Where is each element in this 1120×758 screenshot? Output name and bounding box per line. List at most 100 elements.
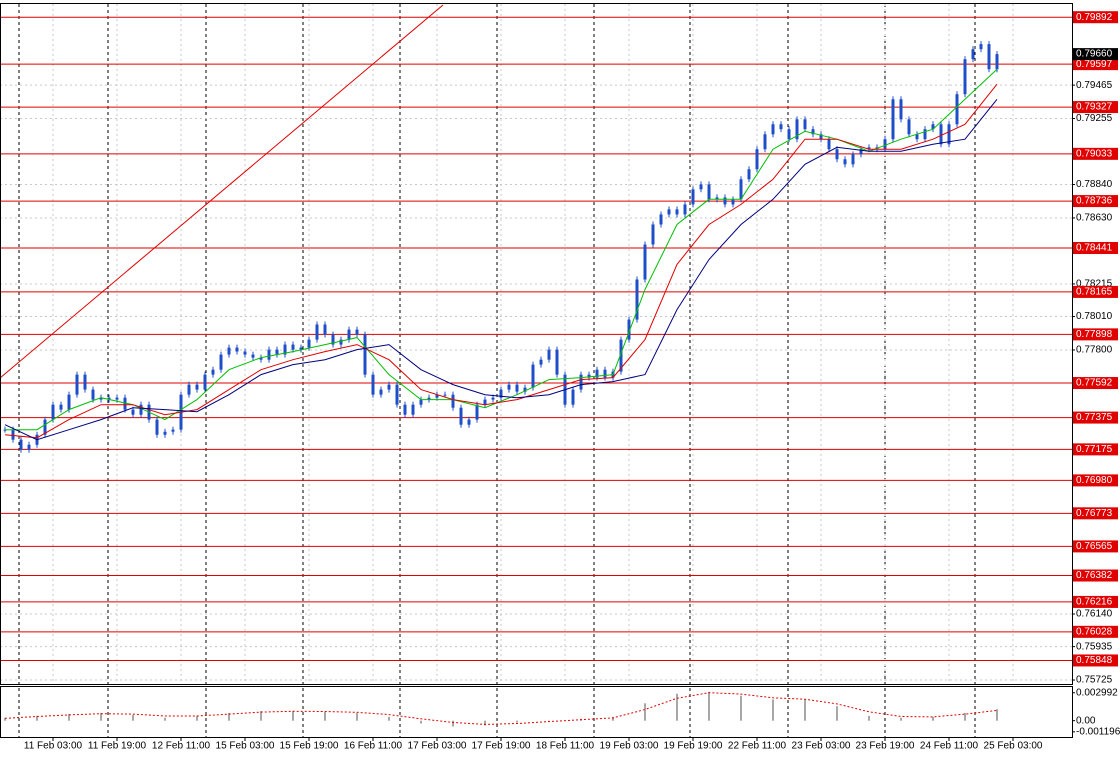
y-tick-label: 0.76140 bbox=[1076, 609, 1113, 620]
level-label-box bbox=[1073, 474, 1118, 487]
indicator-bar bbox=[772, 699, 774, 721]
indicator-bar bbox=[68, 713, 70, 721]
indicator-tick-label: 0.00 bbox=[1076, 715, 1096, 726]
level-label: 0.78165 bbox=[1076, 287, 1113, 298]
x-tick-label: 24 Feb 11:00 bbox=[920, 741, 979, 752]
level-label-box bbox=[1073, 411, 1118, 424]
level-label-box bbox=[1073, 507, 1118, 520]
level-label: 0.75848 bbox=[1076, 655, 1113, 666]
indicator-signal bbox=[4, 692, 998, 725]
x-tick-label: 11 Feb 03:00 bbox=[24, 741, 83, 752]
x-tick-label: 16 Feb 11:00 bbox=[344, 741, 403, 752]
level-label-box bbox=[1073, 625, 1118, 638]
indicator-bar bbox=[516, 720, 518, 723]
indicator-bar bbox=[164, 717, 166, 721]
y-tick-label: 0.79255 bbox=[1076, 113, 1113, 124]
indicator-bar bbox=[132, 714, 134, 721]
level-label-box bbox=[1073, 377, 1118, 390]
indicator-bar bbox=[356, 712, 358, 721]
level-label-box bbox=[1073, 443, 1118, 456]
level-label-box bbox=[1073, 242, 1118, 255]
level-label: 0.77898 bbox=[1076, 329, 1113, 340]
indicator-tick-label: -0.001196 bbox=[1076, 726, 1120, 737]
indicator-frame bbox=[0, 686, 1073, 738]
indicator-bar bbox=[484, 720, 486, 726]
indicator-bar bbox=[388, 716, 390, 721]
indicator-bar bbox=[676, 693, 678, 721]
level-label: 0.78441 bbox=[1076, 243, 1113, 254]
x-tick-label: 11 Feb 19:00 bbox=[88, 741, 147, 752]
level-label-box bbox=[1073, 101, 1118, 114]
indicator-bar bbox=[260, 711, 262, 721]
x-tick-label: 19 Feb 19:00 bbox=[664, 741, 723, 752]
indicator-bar bbox=[100, 712, 102, 721]
indicator-bar bbox=[228, 712, 230, 721]
level-label: 0.77175 bbox=[1076, 444, 1113, 455]
level-label-box bbox=[1073, 540, 1118, 553]
x-tick-label: 25 Feb 03:00 bbox=[984, 741, 1043, 752]
level-label-box bbox=[1073, 58, 1118, 71]
level-label: 0.76773 bbox=[1076, 508, 1113, 519]
x-tick-label: 22 Feb 11:00 bbox=[728, 741, 787, 752]
level-label: 0.76216 bbox=[1076, 597, 1113, 608]
level-label-box bbox=[1073, 654, 1118, 667]
x-tick-label: 17 Feb 03:00 bbox=[408, 741, 467, 752]
indicator-bar bbox=[36, 715, 38, 721]
indicator-bar bbox=[996, 709, 998, 721]
current-price-box bbox=[1073, 48, 1118, 61]
y-tick-label: 0.75725 bbox=[1076, 675, 1113, 686]
y-tick-label: 0.77800 bbox=[1076, 345, 1113, 356]
indicator-bar bbox=[4, 717, 6, 721]
current-price-label: 0.79660 bbox=[1076, 49, 1113, 60]
indicator-bar bbox=[804, 699, 806, 721]
level-label-box bbox=[1073, 595, 1118, 608]
level-label: 0.79327 bbox=[1076, 102, 1113, 113]
indicator-tick-label: 0.002992 bbox=[1076, 687, 1118, 698]
level-label-box bbox=[1073, 147, 1118, 160]
x-tick-label: 19 Feb 03:00 bbox=[600, 741, 659, 752]
y-tick-label: 0.78630 bbox=[1076, 213, 1113, 224]
indicator-bar bbox=[836, 706, 838, 721]
x-tick-label: 17 Feb 19:00 bbox=[472, 741, 531, 752]
moving-average bbox=[5, 68, 998, 431]
y-tick-label: 0.78010 bbox=[1076, 311, 1113, 322]
indicator-bar bbox=[452, 720, 454, 727]
x-tick-label: 23 Feb 03:00 bbox=[792, 741, 851, 752]
level-label: 0.76028 bbox=[1076, 626, 1113, 637]
indicator-bar bbox=[324, 712, 326, 721]
y-tick-label: 0.79465 bbox=[1076, 80, 1113, 91]
level-label-box bbox=[1073, 11, 1118, 24]
level-label: 0.79597 bbox=[1076, 59, 1113, 70]
y-tick-label: 0.75935 bbox=[1076, 641, 1113, 652]
indicator-bar bbox=[644, 703, 646, 721]
level-label: 0.79033 bbox=[1076, 148, 1113, 159]
level-label-box bbox=[1073, 195, 1118, 208]
indicator-bar bbox=[900, 717, 902, 721]
level-label-box bbox=[1073, 328, 1118, 341]
level-label-box bbox=[1073, 569, 1118, 582]
indicator-bar bbox=[420, 720, 422, 724]
indicator-bar bbox=[548, 720, 550, 722]
trend-line bbox=[0, 4, 444, 379]
x-tick-label: 15 Feb 19:00 bbox=[280, 741, 339, 752]
x-tick-label: 12 Feb 11:00 bbox=[152, 741, 211, 752]
main-frame bbox=[0, 3, 1073, 685]
plot-area bbox=[0, 4, 1072, 738]
level-label-box bbox=[1073, 285, 1118, 298]
y-tick-label: 0.78840 bbox=[1076, 179, 1113, 190]
indicator-bar bbox=[612, 716, 614, 721]
indicator-bar bbox=[932, 716, 934, 721]
x-tick-label: 23 Feb 19:00 bbox=[856, 741, 915, 752]
level-label: 0.77375 bbox=[1076, 412, 1113, 423]
indicator-bar bbox=[292, 711, 294, 721]
level-label: 0.78736 bbox=[1076, 196, 1113, 207]
level-label: 0.76565 bbox=[1076, 541, 1113, 552]
x-tick-label: 18 Feb 11:00 bbox=[536, 741, 595, 752]
moving-average bbox=[4, 98, 998, 441]
indicator-bar bbox=[708, 691, 710, 721]
indicator-bar bbox=[196, 715, 198, 721]
level-label: 0.76382 bbox=[1076, 570, 1113, 581]
y-tick-label: 0.78215 bbox=[1076, 279, 1113, 290]
level-label: 0.77592 bbox=[1076, 378, 1113, 389]
